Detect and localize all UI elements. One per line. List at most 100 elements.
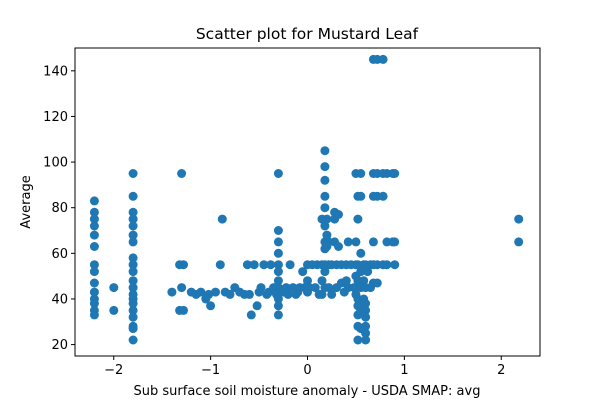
scatter-point [361,328,371,338]
x-axis-label: Sub surface soil moisture anomaly - USDA… [134,384,481,399]
scatter-point [361,321,371,331]
scatter-point [109,305,119,315]
scatter-point [341,276,351,286]
scatter-point [128,253,138,263]
scatter-point [372,278,382,288]
scatter-point [320,267,330,277]
scatter-point [320,203,330,213]
scatter-point [303,276,312,286]
scatter-point [196,287,206,297]
scatter-point [273,310,283,320]
scatter-point [378,191,388,201]
scatter-point [89,207,99,217]
scatter-point [179,305,188,315]
scatter-point [217,214,227,224]
scatter-point [128,214,138,224]
scatter-point [177,283,187,293]
scatter-point [353,214,363,224]
scatter-point [285,260,295,270]
y-tick-label: 20 [51,338,68,353]
points-layer [89,54,524,345]
scatter-point [334,210,343,219]
scatter-point [361,312,371,322]
scatter-point [256,283,266,293]
scatter-point [89,230,99,240]
scatter-point [320,175,330,185]
x-tick-label: 1 [400,363,408,378]
scatter-point [273,294,283,304]
x-tick-label: −2 [104,363,123,378]
y-tick-label: 120 [43,110,68,125]
scatter-point [320,146,330,156]
scatter-point [514,214,524,224]
x-tick-label: 0 [303,363,311,378]
scatter-point [390,169,400,178]
scatter-point [252,301,262,311]
scatter-point [206,301,216,311]
scatter-point [89,260,99,270]
scatter-point [128,305,138,315]
scatter-point [359,276,369,286]
scatter-point [273,267,283,277]
scatter-point [246,310,256,320]
scatter-point [128,169,138,178]
scatter-point [514,237,524,247]
scatter-point [320,162,330,172]
scatter-point [249,260,259,270]
scatter-point [356,169,366,178]
y-tick-label: 40 [51,292,68,307]
scatter-point [320,191,330,201]
scatter-point [225,289,235,299]
scatter-point [167,287,177,297]
scatter-point [327,289,337,299]
scatter-point [273,237,283,247]
scatter-point [322,230,332,240]
scatter-point [382,260,392,270]
scatter-point [259,260,269,270]
scatter-point [89,221,99,231]
y-tick-label: 100 [43,156,68,171]
scatter-point [310,283,320,293]
scatter-point [128,260,138,270]
scatter-point [128,267,138,277]
scatter-point [89,278,99,288]
x-tick-label: 2 [497,363,505,378]
scatter-point [89,267,99,277]
scatter-point [128,324,138,334]
x-tick-label: −1 [201,363,220,378]
scatter-point [128,207,138,217]
scatter-point [390,260,400,270]
scatter-point [211,287,220,297]
scatter-point [324,283,334,293]
scatter-point [266,260,276,270]
scatter-point [361,305,371,315]
scatter-point [109,283,119,293]
scatter-point [128,312,138,322]
scatter-point [343,237,353,247]
plot-frame [74,47,541,357]
scatter-point [128,237,138,247]
scatter-point [128,230,138,240]
chart-title: Scatter plot for Mustard Leaf [196,25,419,43]
scatter-point [353,335,363,345]
scatter-point [320,221,330,231]
scatter-point [273,248,283,258]
scatter-point [128,283,138,293]
scatter-point [179,260,188,270]
y-tick-label: 80 [51,201,68,216]
scatter-point [89,310,99,320]
scatter-point [368,237,378,247]
scatter-point [128,221,138,231]
scatter-point [322,214,332,224]
scatter-point [273,301,283,311]
scatter-point [273,169,283,178]
scatter-point [283,289,293,299]
scatter-point [128,335,138,345]
scatter-point [244,289,254,299]
scatter-point [356,248,366,258]
scatter-point [351,237,361,247]
scatter-point [215,260,225,270]
scatter-point [317,289,327,299]
y-tick-label: 60 [51,247,68,262]
